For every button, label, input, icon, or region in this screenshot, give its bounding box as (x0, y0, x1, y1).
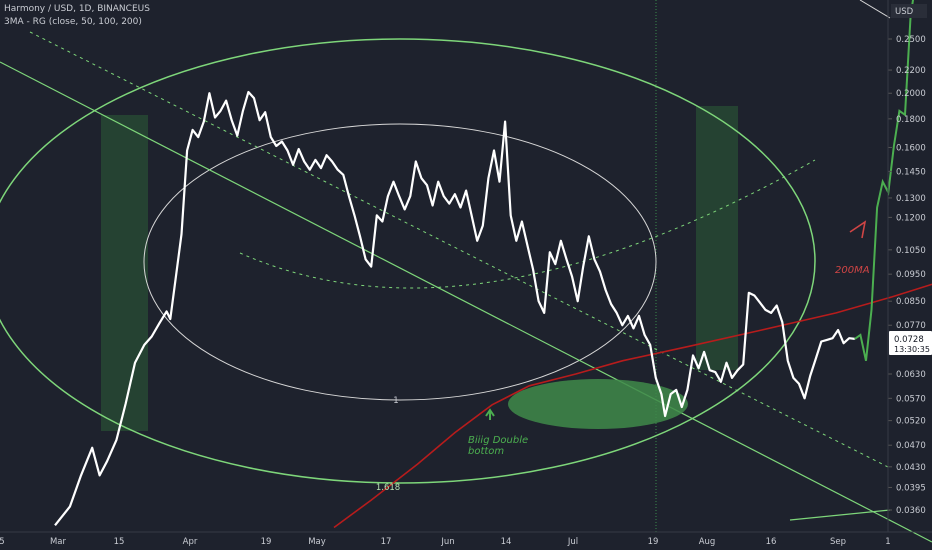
x-tick-label: Apr (183, 537, 198, 547)
current-price-badge: 0.0728 13:30:35 (889, 331, 932, 355)
current-price-value: 0.0728 (894, 335, 924, 345)
y-tick-label: 0.0950 (896, 270, 926, 280)
x-tick-label: 19 (648, 537, 659, 547)
x-tick-label: Jun (440, 537, 454, 547)
y-tick-label: 0.0850 (896, 297, 926, 307)
y-tick-label: 0.1300 (896, 194, 926, 204)
bottom-right-line (789, 509, 891, 521)
y-tick-label: 0.2200 (896, 66, 926, 76)
currency-badge[interactable]: USD (891, 4, 927, 18)
symbol-title: Harmony / USD, 1D, BINANCEUS (4, 4, 150, 14)
x-tick-label: 15 (114, 537, 125, 547)
ma-arrow-icon (849, 220, 867, 239)
dashed-arc (239, 159, 816, 289)
x-tick-label: Mar (50, 537, 67, 547)
highlight-box-march (101, 115, 148, 431)
double-bottom-zone (508, 379, 688, 429)
double-bottom-label: Biiig Double bottom (468, 435, 531, 457)
inner-ellipse (143, 123, 657, 401)
currency-label: USD (895, 7, 914, 17)
outer-ellipse (0, 38, 816, 484)
x-tick-label: May (308, 537, 326, 547)
y-tick-label: 0.0395 (896, 483, 926, 493)
fib-label-1618: 1.618 (376, 483, 400, 493)
x-tick-label: Aug (699, 537, 716, 547)
x-tick-label: 14 (501, 537, 512, 547)
y-tick-label: 0.0520 (896, 417, 926, 427)
countdown-value: 13:30:35 (894, 345, 930, 354)
y-tick-label: 0.2500 (896, 35, 926, 45)
price-line (54, 90, 855, 526)
x-tick-label: 5 (0, 537, 5, 547)
ma200-line (333, 283, 932, 529)
y-tick-label: 0.1050 (896, 246, 926, 256)
curved-arrow-icon (485, 408, 495, 420)
highlight-box-august (696, 106, 738, 370)
top-right-line (859, 0, 891, 19)
y-tick-label: 0.1450 (896, 167, 926, 177)
ma200-label: 200MA (835, 265, 870, 276)
y-tick-label: 0.1600 (896, 143, 926, 153)
y-tick-label: 0.2000 (896, 89, 926, 99)
y-tick-label: 0.0360 (896, 506, 926, 516)
x-tick-label: Jul (567, 537, 578, 547)
y-tick-label: 0.1200 (896, 213, 926, 223)
time-axis[interactable]: 5 Mar 15 Apr 19 May 17 Jun 14 Jul 19 Aug 16 Sep 1 (0, 531, 932, 547)
y-tick-label: 0.0470 (896, 441, 926, 451)
y-tick-label: 0.0770 (896, 321, 926, 331)
y-tick-label: 0.0430 (896, 463, 926, 473)
y-tick-label: 0.0630 (896, 370, 926, 380)
x-tick-label: 17 (381, 537, 392, 547)
main-trendline (0, 61, 932, 543)
price-axis[interactable]: 0.2500 0.2200 0.2000 0.1800 0.1600 0.1450 0.13… (887, 0, 926, 532)
x-tick-label: 16 (766, 537, 777, 547)
indicator-title: 3MA - RG (close, 50, 100, 200) (4, 17, 142, 27)
x-tick-label: 19 (261, 537, 272, 547)
fib-label-1: 1 (393, 396, 398, 406)
x-tick-label: Sep (830, 537, 846, 547)
forecast-line (854, 0, 915, 362)
chart-legend: Harmony / USD, 1D, BINANCEUS 3MA - RG (c… (4, 3, 150, 29)
x-tick-label: 1 (885, 537, 890, 547)
y-tick-label: 0.1800 (896, 115, 926, 125)
y-tick-label: 0.0570 (896, 394, 926, 404)
